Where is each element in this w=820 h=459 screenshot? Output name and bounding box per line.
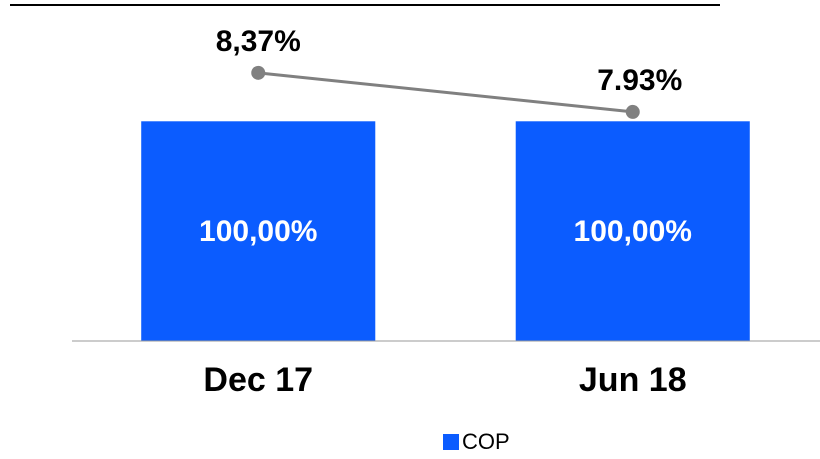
legend-label: COP	[462, 429, 510, 454]
line-value-label: 8,37%	[216, 25, 301, 58]
bar	[515, 121, 750, 342]
bar	[141, 121, 376, 342]
x-tick-label: Jun 18	[579, 361, 687, 399]
x-tick-label: Dec 17	[203, 361, 313, 399]
line-marker	[625, 104, 640, 119]
line	[258, 71, 633, 114]
line-marker	[251, 65, 266, 80]
bar-value-label: 100,00%	[199, 215, 317, 248]
bar-value-label: 100,00%	[574, 215, 692, 248]
legend-swatch	[443, 434, 459, 450]
line-value-label: 7.93%	[597, 64, 682, 97]
